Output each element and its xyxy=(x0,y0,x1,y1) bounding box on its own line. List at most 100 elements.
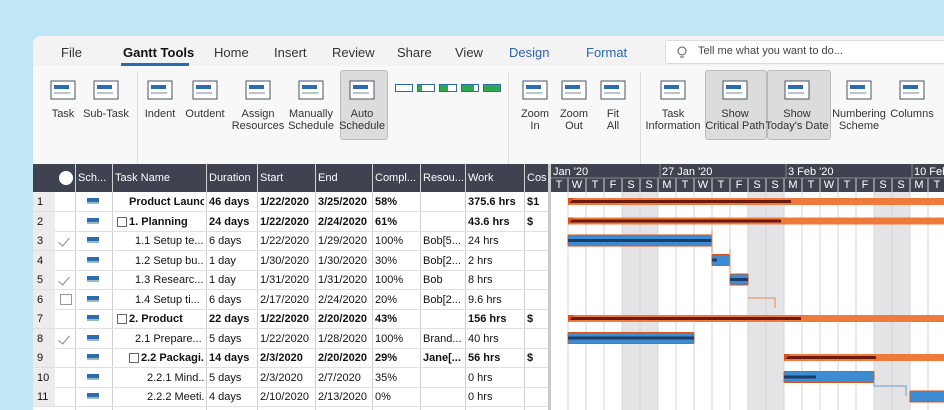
button-label[interactable]: Show xyxy=(721,108,749,120)
search-box[interactable]: Tell me what you want to do... xyxy=(665,40,944,64)
ribbon-tab[interactable]: Share xyxy=(397,45,432,60)
button-icon[interactable] xyxy=(658,76,688,104)
button-label[interactable]: Task xyxy=(51,108,75,120)
column-header[interactable]: Duration xyxy=(209,172,251,184)
button-label[interactable]: Show xyxy=(783,108,811,120)
button-label[interactable]: Zoom xyxy=(559,108,589,120)
cell-text: 29% xyxy=(375,352,398,364)
row-line xyxy=(33,250,549,251)
button-label[interactable]: Assign xyxy=(241,108,275,120)
button-icon[interactable] xyxy=(347,76,377,104)
day-label: S xyxy=(645,179,652,191)
button-label[interactable]: In xyxy=(530,120,540,132)
day-label: W xyxy=(824,179,835,191)
button-icon[interactable] xyxy=(145,76,175,104)
button-label[interactable]: Zoom xyxy=(520,108,550,120)
ribbon-tab[interactable]: Home xyxy=(214,45,249,60)
row-number: 7 xyxy=(37,313,44,325)
splitter[interactable] xyxy=(548,164,551,410)
button-icon[interactable] xyxy=(559,76,589,104)
button-label[interactable]: Numbering xyxy=(832,108,886,120)
button-label[interactable]: Today's Date xyxy=(765,120,829,132)
cell-text: 6 days xyxy=(209,293,242,306)
ribbon-tab[interactable]: Review xyxy=(332,45,375,60)
cell-text: 1/22/2020 xyxy=(260,332,309,345)
button-icon[interactable] xyxy=(720,76,750,104)
task-grid: Sch... Task Name Duration Start End Compl... R… xyxy=(33,164,549,410)
summary-progress xyxy=(568,200,791,203)
percent-icon[interactable] xyxy=(461,84,479,92)
ribbon-tab[interactable]: Design xyxy=(509,45,550,60)
ribbon-tab[interactable]: Gantt Tools xyxy=(123,45,195,60)
column-divider xyxy=(465,164,466,410)
column-divider xyxy=(315,164,316,410)
cell-text: 1/22/2020 xyxy=(260,215,309,228)
percent-icon[interactable] xyxy=(417,84,435,92)
percent-icon[interactable] xyxy=(439,84,457,92)
button-icon[interactable] xyxy=(190,76,220,104)
button-label[interactable]: All xyxy=(606,120,620,132)
button-label[interactable]: Outdent xyxy=(185,108,225,120)
week-label: 10 Feb xyxy=(914,166,944,178)
row-line xyxy=(33,269,549,271)
button-icon[interactable] xyxy=(897,76,927,104)
cell-text: 2/3/2020 xyxy=(260,352,303,364)
button-label[interactable]: Resources xyxy=(231,120,285,132)
button-icon[interactable] xyxy=(243,76,273,104)
column-header[interactable]: Cos xyxy=(527,172,547,184)
button-icon[interactable] xyxy=(296,76,326,104)
button-label[interactable]: Critical Path xyxy=(705,120,765,132)
button-label[interactable]: Out xyxy=(565,120,583,132)
column-header[interactable]: End xyxy=(318,172,338,184)
day-label: M xyxy=(914,179,923,191)
button-icon[interactable] xyxy=(91,76,121,104)
button-label[interactable]: Scheme xyxy=(838,120,880,132)
cell-text: 1 day xyxy=(209,254,236,267)
day-label: W xyxy=(698,179,709,191)
column-header[interactable]: Sch... xyxy=(78,172,107,184)
task-bar xyxy=(909,390,944,403)
cell-text: 1.4 Setup ti... xyxy=(135,293,200,306)
column-header[interactable]: Resou... xyxy=(423,172,464,184)
column-header[interactable]: Start xyxy=(260,172,284,184)
cell-text: $ xyxy=(527,352,534,364)
cell-text: 1.2 Setup bu... xyxy=(135,254,204,267)
cell-text: 43% xyxy=(375,313,398,325)
button-label[interactable]: Sub-Task xyxy=(83,108,129,120)
row-number: 4 xyxy=(37,254,44,267)
button-label[interactable]: Manually xyxy=(288,108,334,120)
button-label[interactable]: Information xyxy=(645,120,701,132)
percent-icon[interactable] xyxy=(395,84,413,92)
day-label: S xyxy=(771,179,778,191)
button-icon[interactable] xyxy=(48,76,78,104)
button-label[interactable]: Schedule xyxy=(339,120,385,132)
button-label[interactable]: Indent xyxy=(144,108,176,120)
column-divider xyxy=(524,164,525,410)
check-icon xyxy=(58,234,70,247)
row-number: 5 xyxy=(37,274,44,286)
schedule-icon xyxy=(87,373,99,380)
ribbon-tab[interactable]: Format xyxy=(586,45,628,60)
row-line xyxy=(33,347,549,349)
button-icon[interactable] xyxy=(598,76,628,104)
column-header[interactable]: Work xyxy=(468,172,494,184)
percent-icon[interactable] xyxy=(483,84,501,92)
button-label[interactable]: Columns xyxy=(890,108,934,120)
day-label: S xyxy=(897,179,904,191)
ribbon-tab[interactable]: Insert xyxy=(274,45,307,60)
button-label[interactable]: Schedule xyxy=(288,120,334,132)
button-label[interactable]: Auto xyxy=(350,108,374,120)
button-label[interactable]: Fit xyxy=(606,108,620,120)
day-label: W xyxy=(572,179,583,191)
button-icon[interactable] xyxy=(520,76,550,104)
button-icon[interactable] xyxy=(844,76,874,104)
column-header[interactable]: Compl... xyxy=(375,172,416,184)
ribbon-tab[interactable]: View xyxy=(455,45,483,60)
button-label[interactable]: Task xyxy=(661,108,685,120)
ribbon-tab[interactable]: File xyxy=(61,45,82,60)
row-number-bg xyxy=(33,270,55,289)
day-label: M xyxy=(788,179,797,191)
column-header[interactable]: Task Name xyxy=(115,172,171,184)
cell-text: 5 days xyxy=(209,371,242,384)
button-icon[interactable] xyxy=(782,76,812,104)
